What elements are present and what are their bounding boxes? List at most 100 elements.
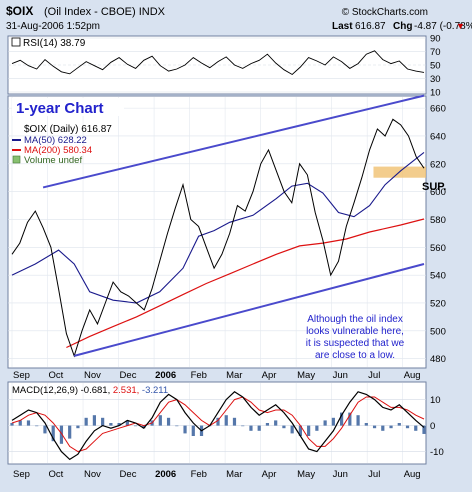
annotation-line-2: looks vulnerable here, [306, 326, 404, 337]
macd-histogram-bar [282, 425, 286, 429]
macd-histogram-bar [356, 415, 360, 426]
chart-title: 1-year Chart [16, 100, 104, 117]
macd-histogram-bar [372, 425, 377, 429]
macd-histogram-bar [35, 425, 39, 427]
price-panel [7, 95, 427, 369]
ma50-line [11, 151, 425, 304]
macd-histogram-bar [26, 420, 31, 426]
chart-index-name: (Oil Index - CBOE) INDX [44, 6, 166, 18]
macd-histogram-bar [216, 417, 220, 426]
volume-legend: Volume undef [24, 155, 82, 166]
chart-title-box [12, 98, 124, 116]
macd-histogram-bar [59, 425, 64, 444]
macd-legend-signal: 2.531, [113, 385, 139, 396]
rsi-line [11, 50, 425, 76]
macd-histogram-bar [166, 417, 171, 426]
brand-text: © StockCharts.com [342, 7, 428, 18]
ma200-line [66, 218, 425, 349]
price-tick-label: 600 [430, 187, 446, 198]
rsi-tick-label: 90 [430, 34, 441, 45]
price-tick-label: 640 [430, 131, 446, 142]
x-tick-label: Sep [13, 469, 30, 480]
x-tick-label: Dec [120, 469, 137, 480]
price-tick-label: 580 [430, 215, 446, 226]
macd-histogram-bar [364, 423, 368, 426]
x-tick-label: May [297, 469, 315, 480]
x-tick-label: Apr [262, 469, 277, 480]
x-axis-labels: Sep Sep Oct Oct Nov Nov Dec Dec 2006 2006 Feb Feb Ma… [13, 370, 421, 480]
macd-histogram-bar [422, 425, 426, 434]
macd-histogram-bar [405, 425, 410, 429]
rsi-axis: 90 70 50 30 10 [430, 34, 441, 99]
price-tick-label: 660 [430, 104, 446, 115]
x-tick-label: Feb [191, 469, 207, 480]
chg-value: -4.87 (-0.78%) [414, 21, 472, 32]
macd-axis: 10 0 -10 [430, 395, 444, 458]
macd-histogram-bar [175, 425, 179, 427]
macd-histogram-bar [92, 415, 96, 426]
x-tick-label: 2006 [155, 370, 176, 381]
channel-lower-line [73, 263, 425, 357]
macd-histogram-bar [117, 423, 121, 426]
channel-upper-line [42, 94, 425, 189]
chg-down-icon: ▼ [456, 21, 465, 31]
rsi-tick-label: 70 [430, 47, 441, 58]
macd-histogram-bar [298, 425, 302, 436]
macd-line [11, 391, 425, 461]
x-tick-label: Nov [84, 370, 101, 381]
x-tick-label: Oct [49, 469, 64, 480]
macd-histogram-bar [84, 417, 88, 426]
price-tick-label: 620 [430, 159, 446, 170]
macd-histogram-bar [331, 417, 335, 426]
rsi-tick-label: 50 [430, 61, 441, 72]
x-tick-label: Jul [368, 370, 380, 381]
macd-histogram-bar [249, 425, 253, 431]
macd-histogram-bar [290, 425, 294, 434]
annotation-line-4: are close to a low. [315, 350, 395, 361]
macd-tick-label: 10 [430, 395, 441, 406]
x-tick-label: Dec [120, 370, 137, 381]
x-tick-label: Feb [191, 370, 207, 381]
macd-histogram-bar [241, 425, 245, 427]
x-tick-label: Aug [404, 469, 421, 480]
macd-histogram-bar [134, 425, 138, 427]
x-tick-label: Nov [84, 469, 101, 480]
macd-histogram-bar [224, 415, 228, 426]
macd-histogram-bar [109, 423, 113, 426]
macd-histogram-bar [257, 425, 261, 431]
macd-histogram-bar [101, 417, 105, 426]
x-tick-label: 2006 [155, 469, 176, 480]
macd-histogram-bar [125, 420, 129, 426]
macd-histogram-bar [265, 423, 270, 426]
annotation-line-3: it is suspected that we [306, 338, 405, 349]
macd-legend: MACD(12,26,9) -0.681, 2.531, -3.211 [12, 385, 168, 396]
ma200-legend: MA(200) 580.34 [24, 145, 92, 156]
macd-histogram-bar [51, 425, 55, 442]
annotation-text: Although the oil index looks vulnerable … [306, 314, 405, 361]
macd-tick-label: 0 [430, 421, 435, 432]
macd-histogram-bar [76, 425, 80, 429]
annotation-line-1: Although the oil index [307, 314, 403, 325]
price-line [11, 118, 425, 358]
x-tick-label: Oct [49, 370, 64, 381]
chg-label: Chg [393, 21, 412, 32]
x-tick-label: Aug [404, 370, 421, 381]
rsi-panel [7, 35, 427, 95]
x-tick-label: May [297, 370, 315, 381]
macd-histogram-bar [43, 425, 47, 434]
volume-legend-swatch [12, 155, 21, 164]
macd-histogram-bar [397, 423, 401, 426]
price-tick-label: 560 [430, 243, 446, 254]
price-tick-label: 500 [430, 326, 446, 337]
macd-histogram-bar [389, 425, 393, 429]
chart-date: 31-Aug-2006 1:52pm [6, 21, 100, 32]
macd-histogram-bar [18, 420, 22, 426]
macd-histogram-bar [414, 425, 418, 431]
x-tick-label: Jun [333, 370, 348, 381]
x-tick-label: Mar [226, 469, 242, 480]
macd-legend-macd: -0.681, [81, 385, 111, 396]
macd-legend-hist: -3.211 [142, 385, 168, 396]
x-tick-label: Mar [226, 370, 242, 381]
